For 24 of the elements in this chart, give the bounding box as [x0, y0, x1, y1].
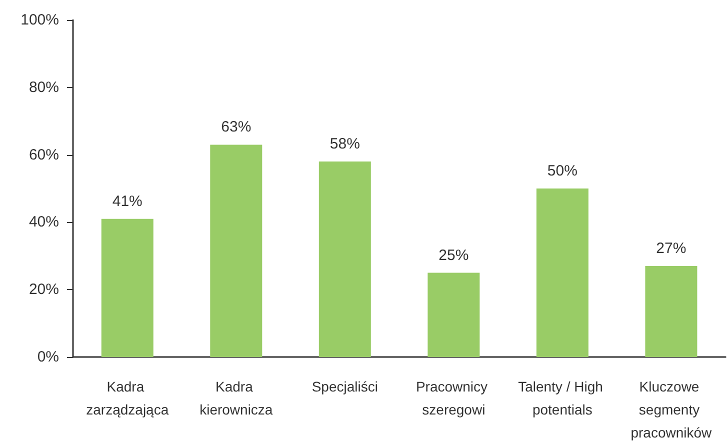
bar [428, 272, 480, 357]
bar [210, 144, 262, 357]
y-tick-label: 40% [28, 214, 59, 231]
x-tick-label: Kluczowe segmenty pracowników [630, 378, 713, 440]
x-tick-label: Specjaliści [312, 378, 378, 394]
bar [318, 162, 371, 357]
bar [536, 188, 588, 357]
x-tick-label: Pracownicy szeregowi [416, 378, 492, 418]
y-tick-label: 60% [28, 146, 59, 164]
y-tick-label: 0% [37, 348, 59, 366]
data-label: 25% [438, 246, 469, 264]
data-label: 27% [656, 240, 686, 258]
x-tick-label: Kadra kierownicza [200, 378, 273, 418]
bar [645, 266, 698, 357]
y-tick-label: 80% [28, 78, 59, 96]
data-label: 41% [112, 192, 142, 210]
y-tick-label: 100% [20, 12, 59, 28]
data-label: 50% [547, 162, 578, 180]
x-tick-label: Talenty / High potentials [518, 378, 607, 418]
bar [101, 218, 154, 357]
x-tick-label: Kadra zarządzająca [86, 378, 169, 418]
y-tick-label: 20% [28, 281, 59, 298]
data-label: 58% [330, 136, 360, 153]
data-label: 63% [221, 118, 252, 136]
